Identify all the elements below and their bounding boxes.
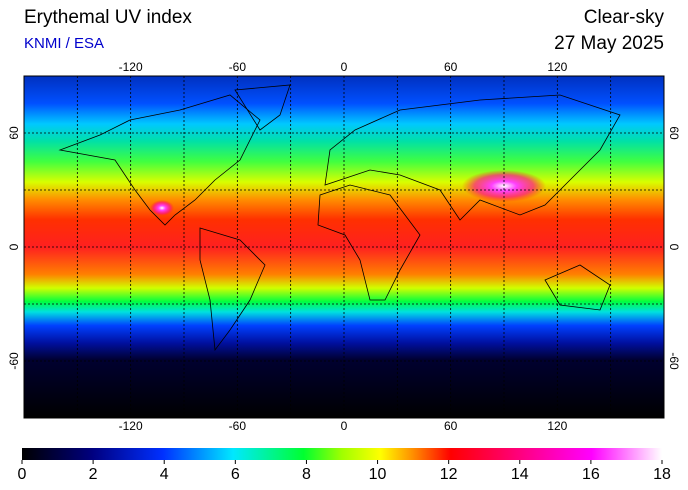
- colorbar-tick-label: 16: [582, 466, 600, 483]
- date: 27 May 2025: [554, 33, 664, 54]
- lon-tick-label: -60: [229, 60, 247, 74]
- mode: Clear-sky: [584, 7, 665, 28]
- lon-tick-label: -120: [119, 60, 143, 74]
- lat-tick-label: 60: [7, 126, 21, 140]
- lon-tick-label: -60: [229, 419, 247, 433]
- lat-tick-label: 0: [7, 243, 21, 250]
- lat-tick-label: -60: [667, 352, 681, 370]
- colorbar-tick-label: 12: [440, 466, 458, 483]
- title: Erythemal UV index: [24, 7, 192, 28]
- colorbar-tick-label: 2: [89, 466, 98, 483]
- colorbar-tick-label: 10: [369, 466, 387, 483]
- lon-tick-label: 60: [444, 419, 458, 433]
- colorbar-tick-label: 0: [18, 466, 27, 483]
- source: KNMI / ESA: [24, 35, 104, 52]
- lon-tick-label: 120: [547, 60, 567, 74]
- colorbar-tick-label: 4: [160, 466, 169, 483]
- graticule: [24, 76, 664, 418]
- lat-tick-label: 0: [667, 244, 681, 251]
- lon-tick-label: 0: [341, 60, 348, 74]
- colorbar-tick-label: 6: [231, 466, 240, 483]
- map-frame: [23, 75, 665, 419]
- colorbar: [22, 448, 662, 460]
- lat-tick-label: -60: [7, 352, 21, 370]
- colorbar-tick-label: 18: [653, 466, 671, 483]
- hotspot: [150, 200, 174, 216]
- lon-tick-label: -120: [119, 419, 143, 433]
- colorbar-tick-label: 8: [302, 466, 311, 483]
- lon-tick-label: 0: [341, 419, 348, 433]
- lon-tick-label: 120: [547, 419, 567, 433]
- lat-tick-label: 60: [667, 126, 681, 140]
- lon-tick-label: 60: [444, 60, 458, 74]
- colorbar-tick-label: 14: [511, 466, 529, 483]
